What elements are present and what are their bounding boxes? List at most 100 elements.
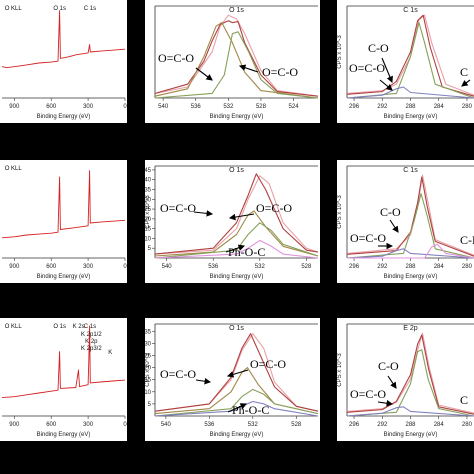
series-line — [1, 170, 126, 239]
series-line — [154, 22, 319, 99]
peak-label: K 2p — [85, 339, 98, 345]
annotation-arrow — [387, 375, 397, 389]
x-tick-label: 292 — [377, 422, 388, 428]
series-line — [346, 334, 474, 415]
series-line — [347, 243, 474, 259]
series-line — [154, 333, 319, 412]
annotation-arrow — [461, 79, 471, 87]
bond-annotation: O=C-O — [350, 387, 386, 401]
x-tick-label: 292 — [377, 104, 388, 110]
series-line — [346, 22, 474, 99]
annotation-arrow — [195, 67, 213, 81]
y-axis-label: CPS x 10^-3 — [145, 353, 151, 387]
y-tick-label: 15 — [144, 227, 151, 233]
x-tick-label: 296 — [349, 264, 360, 270]
annotation-arrow — [226, 369, 249, 378]
series-line — [1, 10, 126, 69]
x-tick-label: 284 — [434, 104, 445, 110]
series-line — [154, 20, 319, 97]
x-axis-label: Binding Energy (eV) — [384, 274, 438, 280]
x-tick-label: 300 — [83, 264, 94, 270]
x-tick-label: 532 — [248, 422, 259, 428]
x-tick-label: 300 — [83, 422, 94, 428]
peak-label: K 2p1/2 — [81, 332, 102, 338]
series-line — [346, 406, 474, 417]
x-tick-label: 296 — [349, 104, 360, 110]
panel-background — [337, 318, 474, 441]
bond-annotation: O=C-O — [256, 201, 292, 215]
x-tick-label: 296 — [349, 422, 360, 428]
series-line — [346, 174, 474, 256]
bond-annotation: O=C-O — [160, 201, 196, 215]
annotation-arrow — [377, 399, 394, 407]
x-axis-label: Binding Energy (eV) — [37, 274, 91, 280]
peak-label: C 1s — [84, 6, 96, 12]
y-tick-label: 20 — [144, 366, 151, 372]
bond-annotation: Ph-O-C — [228, 245, 265, 259]
series-line — [346, 248, 474, 259]
x-tick-label: 536 — [208, 264, 219, 270]
peak-label: O KLL — [5, 6, 23, 12]
y-tick-label: 5 — [148, 402, 152, 408]
x-tick-label: 524 — [289, 104, 300, 110]
series-line — [154, 210, 319, 257]
y-tick-label: 25 — [144, 353, 151, 359]
panel-title: E 2p — [403, 325, 418, 332]
bond-annotation: C-O — [378, 359, 399, 373]
panel-title: C 1s — [403, 167, 418, 174]
y-axis-label: CPS x 10^-3 — [145, 195, 151, 229]
peak-label: K 2s — [73, 324, 85, 330]
bond-annotation: O=C-O — [349, 61, 385, 75]
panel-r1-c0: 900 600 300 0 Binding Energy (eV) O KLL — [0, 160, 127, 283]
series-line — [346, 176, 474, 257]
y-axis-label: CPS x 10^-3 — [337, 35, 343, 69]
x-tick-label: 280 — [462, 422, 473, 428]
panel-r1-c2: 296 292 288 284 280 Binding Energy (eV) CPS x … — [337, 160, 474, 283]
x-axis-label: Binding Energy (eV) — [210, 114, 264, 120]
panel-r2-c2: 296 292 288 284 280 Binding Energy (eV) CPS x … — [337, 318, 474, 441]
x-tick-label: 288 — [405, 104, 416, 110]
y-axis-label: CPS x 10^-3 — [337, 195, 343, 229]
bond-annotation: C-H — [460, 233, 474, 247]
y-tick-label: 35 — [144, 187, 151, 193]
x-tick-label: 532 — [223, 104, 234, 110]
x-tick-label: 288 — [405, 264, 416, 270]
panel-r1-c1: 540 536 532 528 5 10 15 20 25 30 35 40 45 Binding Ene… — [144, 160, 320, 283]
panel-background — [145, 160, 320, 283]
y-tick-label: 10 — [144, 236, 151, 242]
x-tick-label: 536 — [204, 422, 215, 428]
x-tick-label: 284 — [434, 264, 445, 270]
panel-title: C 1s — [403, 7, 418, 14]
x-tick-label: 280 — [462, 264, 473, 270]
peak-label: K 2p3/2 — [81, 346, 102, 352]
x-tick-label: 528 — [256, 104, 267, 110]
x-tick-label: 540 — [161, 422, 172, 428]
bond-annotation: O=C-O — [350, 231, 386, 245]
annotation-arrow — [227, 403, 248, 413]
x-tick-label: 0 — [123, 264, 127, 270]
x-axis-label: Binding Energy (eV) — [384, 114, 438, 120]
y-tick-label: 10 — [144, 390, 151, 396]
x-tick-label: 528 — [301, 264, 312, 270]
panel-title: O 1s — [229, 167, 244, 174]
annotation-arrow — [379, 79, 393, 91]
panel-background — [145, 318, 320, 441]
panel-background — [0, 318, 127, 441]
y-tick-label: 40 — [144, 178, 151, 184]
series-line — [154, 173, 319, 255]
x-tick-label: 288 — [405, 422, 416, 428]
x-tick-label: 600 — [46, 264, 57, 270]
series-line — [1, 325, 126, 399]
bond-annotation: O=C-O — [160, 367, 196, 381]
x-axis-label: Binding Energy (eV) — [210, 432, 264, 438]
panel-r2-c0: 900 600 300 0 Binding Energy (eV) O KLL O 1s K … — [0, 318, 127, 441]
x-tick-label: 292 — [377, 264, 388, 270]
y-tick-label: 20 — [144, 217, 151, 223]
x-axis-label: Binding Energy (eV) — [37, 432, 91, 438]
x-tick-label: 0 — [123, 422, 127, 428]
series-line — [346, 86, 474, 99]
x-tick-label: 280 — [462, 104, 473, 110]
x-tick-label: 540 — [158, 104, 169, 110]
x-tick-label: 284 — [434, 422, 445, 428]
